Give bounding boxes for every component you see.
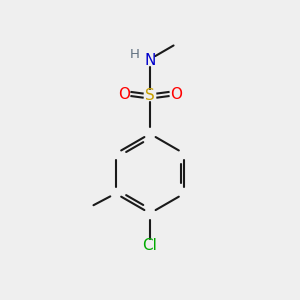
Text: O: O — [170, 87, 182, 102]
Text: S: S — [145, 88, 155, 103]
Text: Cl: Cl — [142, 238, 158, 253]
Text: H: H — [130, 48, 140, 62]
Text: O: O — [118, 87, 130, 102]
Text: N: N — [144, 53, 156, 68]
